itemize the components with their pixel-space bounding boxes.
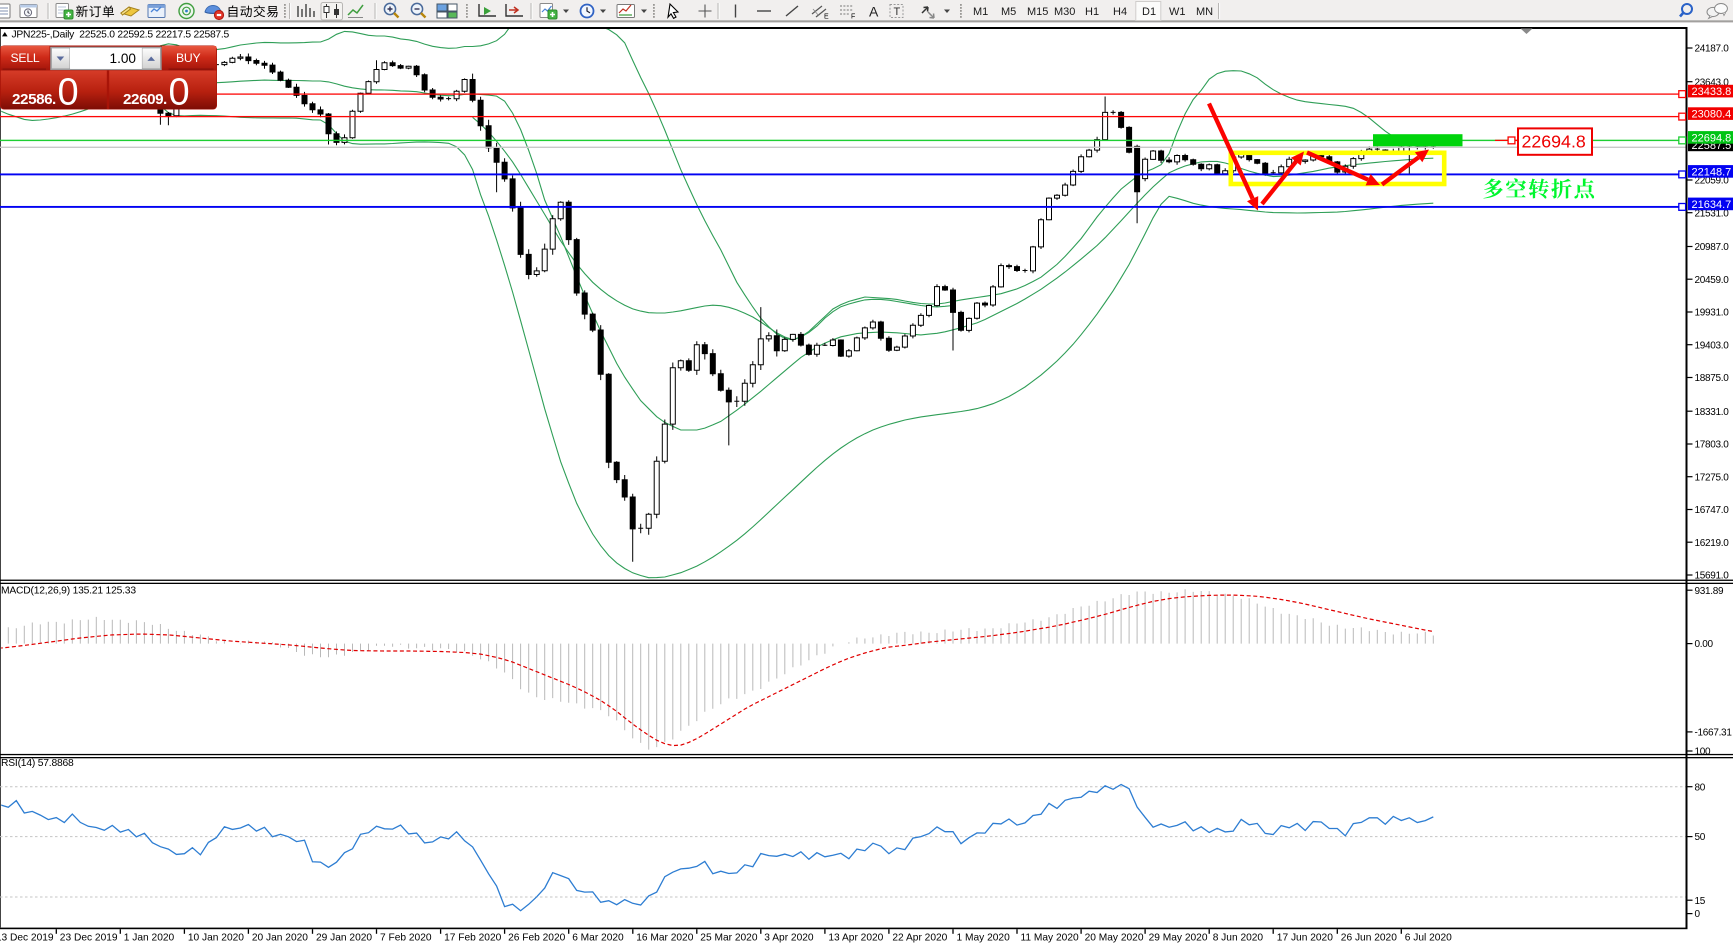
- svg-text:M15: M15: [1027, 6, 1048, 18]
- svg-text:.: .: [52, 91, 56, 108]
- svg-text:MN: MN: [1196, 6, 1213, 18]
- svg-text:15691.0: 15691.0: [1695, 571, 1730, 582]
- svg-text:18331.0: 18331.0: [1695, 407, 1730, 418]
- svg-text:23433.8: 23433.8: [1692, 86, 1732, 98]
- svg-text:20 Jan 2020: 20 Jan 2020: [252, 933, 308, 944]
- svg-text:11 May 2020: 11 May 2020: [1021, 933, 1079, 944]
- svg-text:23 Dec 2019: 23 Dec 2019: [60, 933, 118, 944]
- svg-text:50: 50: [1695, 832, 1706, 843]
- svg-text:RSI(14) 57.8868: RSI(14) 57.8868: [1, 758, 74, 769]
- svg-text:BUY: BUY: [176, 51, 201, 65]
- svg-text:H4: H4: [1113, 6, 1127, 18]
- svg-text:100: 100: [1695, 747, 1712, 758]
- svg-text:1 Jan 2020: 1 Jan 2020: [124, 933, 175, 944]
- svg-text:16 Mar 2020: 16 Mar 2020: [636, 933, 694, 944]
- svg-text:13 Dec 2019: 13 Dec 2019: [0, 933, 54, 944]
- svg-text:22148.7: 22148.7: [1692, 166, 1732, 178]
- svg-text:15: 15: [1695, 896, 1706, 907]
- svg-text:M30: M30: [1054, 6, 1075, 18]
- svg-text:0: 0: [58, 72, 79, 114]
- svg-text:H1: H1: [1085, 6, 1099, 18]
- svg-text:17275.0: 17275.0: [1695, 472, 1730, 483]
- svg-text:16219.0: 16219.0: [1695, 538, 1730, 549]
- svg-text:8 Jun 2020: 8 Jun 2020: [1213, 933, 1264, 944]
- svg-text:22586: 22586: [12, 91, 52, 108]
- svg-text:0.00: 0.00: [1695, 639, 1714, 650]
- svg-text:M1: M1: [973, 6, 988, 18]
- svg-text:E: E: [824, 14, 829, 21]
- svg-text:22694.8: 22694.8: [1522, 131, 1586, 151]
- svg-text:80: 80: [1695, 782, 1706, 793]
- svg-text:21531.0: 21531.0: [1695, 208, 1730, 219]
- svg-text:SELL: SELL: [11, 51, 40, 65]
- svg-text:22694.8: 22694.8: [1692, 132, 1732, 144]
- svg-text:-1667.31: -1667.31: [1695, 728, 1733, 739]
- svg-text:23643.0: 23643.0: [1695, 77, 1730, 88]
- svg-text:M5: M5: [1001, 6, 1016, 18]
- svg-text:20 May 2020: 20 May 2020: [1085, 933, 1144, 944]
- svg-text:24187.0: 24187.0: [1695, 44, 1730, 55]
- svg-text:17 Jun 2020: 17 Jun 2020: [1277, 933, 1333, 944]
- svg-text:6 Mar 2020: 6 Mar 2020: [572, 933, 624, 944]
- svg-text:1 May 2020: 1 May 2020: [957, 933, 1011, 944]
- svg-text:JPN225-,Daily 22525.0 22592.5: JPN225-,Daily 22525.0 22592.5 22217.5 22…: [12, 30, 230, 41]
- svg-text:17 Feb 2020: 17 Feb 2020: [444, 933, 502, 944]
- svg-text:A: A: [869, 4, 879, 20]
- svg-text:22059.0: 22059.0: [1695, 176, 1730, 187]
- svg-text:0: 0: [1695, 909, 1701, 920]
- svg-text:23080.4: 23080.4: [1692, 109, 1732, 121]
- svg-text:MACD(12,26,9) 135.21 125.33: MACD(12,26,9) 135.21 125.33: [1, 586, 136, 597]
- svg-text:13 Apr 2020: 13 Apr 2020: [828, 933, 883, 944]
- svg-text:20987.0: 20987.0: [1695, 242, 1730, 253]
- svg-text:3 Apr 2020: 3 Apr 2020: [764, 933, 814, 944]
- svg-text:20459.0: 20459.0: [1695, 275, 1730, 286]
- svg-text:25 Mar 2020: 25 Mar 2020: [700, 933, 758, 944]
- svg-text:29 May 2020: 29 May 2020: [1149, 933, 1208, 944]
- svg-text:F: F: [851, 14, 855, 21]
- svg-text:7 Feb 2020: 7 Feb 2020: [380, 933, 432, 944]
- svg-text:931.89: 931.89: [1695, 586, 1725, 597]
- svg-text:19403.0: 19403.0: [1695, 340, 1730, 351]
- svg-text:26 Jun 2020: 26 Jun 2020: [1341, 933, 1397, 944]
- svg-text:0: 0: [169, 72, 190, 114]
- svg-text:W1: W1: [1169, 6, 1186, 18]
- svg-text:17803.0: 17803.0: [1695, 440, 1730, 451]
- svg-text:18875.0: 18875.0: [1695, 373, 1730, 384]
- svg-text:26 Feb 2020: 26 Feb 2020: [508, 933, 566, 944]
- svg-text:22609: 22609: [123, 91, 163, 108]
- svg-text:22 Apr 2020: 22 Apr 2020: [892, 933, 947, 944]
- svg-text:21634.7: 21634.7: [1692, 199, 1732, 211]
- svg-text:1.00: 1.00: [110, 51, 137, 66]
- svg-text:10 Jan 2020: 10 Jan 2020: [188, 933, 244, 944]
- svg-text:.: .: [163, 91, 167, 108]
- svg-text:16747.0: 16747.0: [1695, 505, 1730, 516]
- svg-text:6 Jul 2020: 6 Jul 2020: [1405, 933, 1452, 944]
- svg-text:T: T: [894, 6, 901, 18]
- svg-text:D1: D1: [1142, 6, 1156, 18]
- svg-text:29 Jan 2020: 29 Jan 2020: [316, 933, 372, 944]
- svg-text:19931.0: 19931.0: [1695, 308, 1730, 319]
